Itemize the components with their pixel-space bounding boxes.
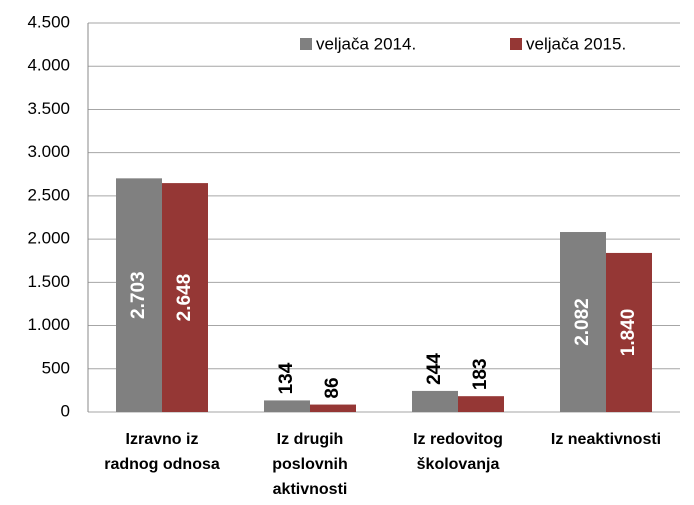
y-tick-label: 1.500 — [27, 272, 70, 291]
x-tick-label: Iz neaktivnosti — [551, 431, 661, 448]
x-tick-label: Iz redovitog školovanja — [413, 431, 503, 473]
x-tick-line: aktivnosti — [273, 481, 348, 498]
y-tick-label: 2.500 — [27, 185, 70, 204]
bar — [412, 390, 458, 412]
bar — [116, 178, 162, 412]
x-tick-label: Izravno iz radnog odnosa — [104, 431, 220, 473]
x-tick-line: Iz neaktivnosti — [551, 431, 661, 448]
data-label: 2.703 — [128, 271, 149, 319]
data-label: 183 — [470, 358, 491, 390]
y-tick-label: 3.000 — [27, 142, 70, 161]
y-tick-label: 1.000 — [27, 315, 70, 334]
bar — [162, 183, 208, 412]
y-tick-label: 3.500 — [27, 99, 70, 118]
bar — [560, 232, 606, 412]
bar — [264, 400, 310, 412]
data-label: 1.840 — [618, 309, 639, 357]
y-tick-label: 4.500 — [27, 12, 70, 31]
data-label: 134 — [276, 362, 297, 394]
x-tick-line: Iz redovitog — [413, 431, 503, 448]
legend-swatch — [300, 38, 312, 50]
bar — [606, 252, 652, 412]
y-tick-label: 2.000 — [27, 229, 70, 248]
x-tick-line: radnog odnosa — [104, 456, 220, 473]
data-label: 244 — [424, 353, 445, 385]
bar — [310, 404, 356, 412]
data-label: 86 — [322, 377, 343, 398]
legend-label: veljača 2014. — [316, 34, 416, 53]
bar — [458, 396, 504, 412]
y-tick-label: 0 — [61, 401, 70, 420]
y-tick-label: 4.000 — [27, 56, 70, 75]
y-tick-label: 500 — [42, 358, 70, 377]
legend-label: veljača 2015. — [526, 34, 626, 53]
x-tick-line: poslovnih — [272, 456, 348, 473]
x-tick-line: Izravno iz — [126, 431, 199, 448]
data-label: 2.648 — [174, 274, 195, 322]
data-label: 2.082 — [572, 298, 593, 346]
x-tick-line: školovanja — [417, 456, 500, 473]
legend-swatch — [510, 38, 522, 50]
x-tick-label: Iz drugih poslovnih aktivnosti — [272, 431, 348, 498]
x-tick-line: Iz drugih — [277, 431, 344, 448]
